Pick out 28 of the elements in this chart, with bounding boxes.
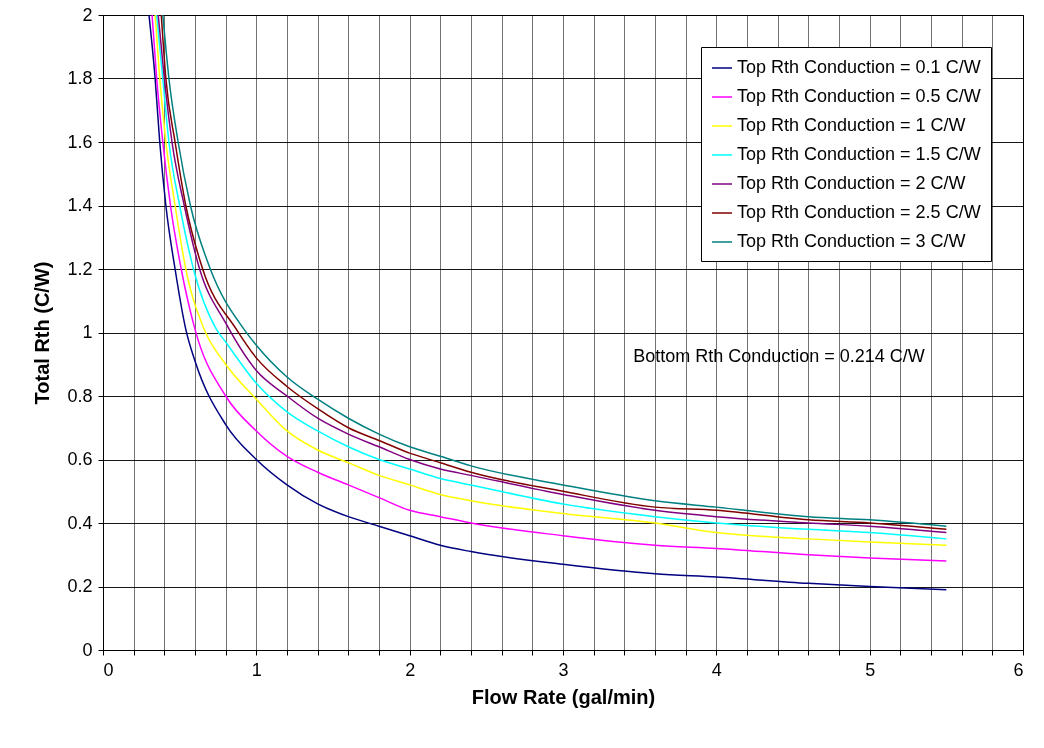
y-tick-label: 1.4 — [67, 195, 93, 215]
y-tick-label: 2 — [82, 4, 93, 25]
x-tick-label: 6 — [1013, 659, 1024, 680]
x-tick-label: 3 — [558, 659, 569, 680]
legend-label: Top Rth Conduction = 3 C/W — [737, 231, 966, 251]
y-tick-label: 0.4 — [67, 512, 93, 533]
legend-label: Top Rth Conduction = 0.1 C/W — [737, 57, 981, 77]
legend-label: Top Rth Conduction = 0.5 C/W — [737, 86, 981, 106]
legend-label: Top Rth Conduction = 2 C/W — [737, 173, 966, 193]
legend-label: Top Rth Conduction = 1.5 C/W — [737, 144, 981, 164]
x-tick-label: 1 — [251, 659, 262, 680]
y-tick-label: 0 — [82, 639, 93, 660]
y-tick-label: 0.2 — [67, 576, 93, 596]
legend-label: Top Rth Conduction = 1 C/W — [737, 115, 966, 135]
x-axis-title: Flow Rate (gal/min) — [471, 685, 656, 708]
y-tick-label: 1.2 — [67, 258, 93, 279]
y-tick-label: 0.6 — [67, 449, 93, 469]
legend-label: Top Rth Conduction = 2.5 C/W — [737, 202, 981, 222]
x-tick-label: 5 — [865, 659, 876, 680]
y-tick-label: 0.8 — [67, 385, 93, 406]
x-tick-label: 2 — [405, 659, 416, 680]
y-tick-label: 1.6 — [67, 131, 93, 152]
y-axis-title: Total Rth (C/W) — [31, 261, 54, 405]
y-tick-label: 1.8 — [67, 68, 93, 88]
x-tick-label: 4 — [711, 659, 722, 680]
annotation: Bottom Rth Conduction = 0.214 C/W — [633, 346, 925, 366]
x-tick-label: 0 — [103, 659, 114, 680]
y-tick-label: 1 — [82, 322, 93, 342]
